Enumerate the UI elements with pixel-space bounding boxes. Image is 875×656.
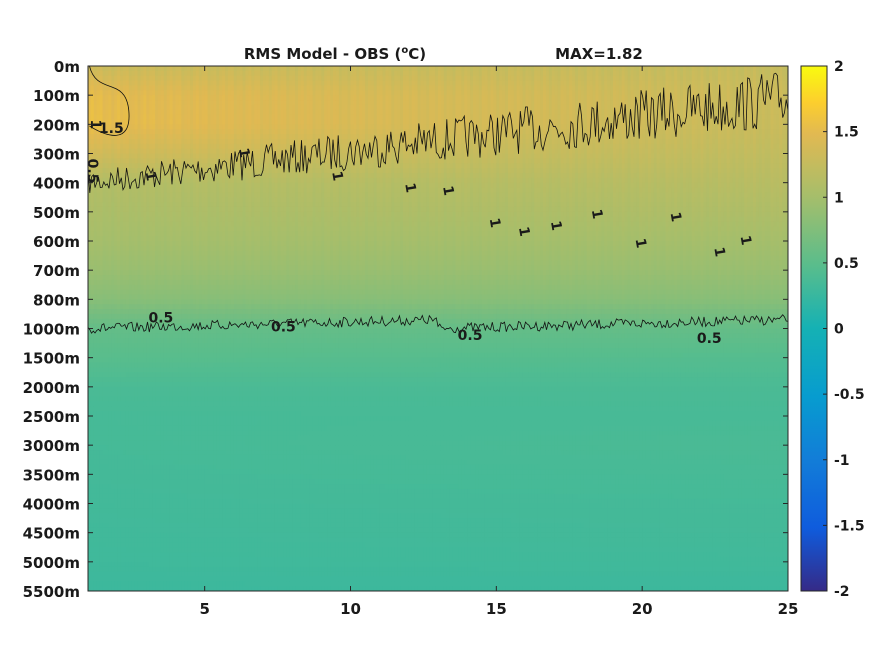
title-prefix: RMS Model - OBS (: [244, 45, 402, 63]
max-label: MAX=1.82: [555, 45, 643, 63]
chart: RMS Model - OBS (oC) MAX=1.82 1.511111 11…: [0, 0, 875, 656]
title-suffix: C): [408, 45, 426, 63]
heatmap-field: [88, 66, 789, 592]
chart-title: RMS Model - OBS (oC): [244, 45, 426, 63]
